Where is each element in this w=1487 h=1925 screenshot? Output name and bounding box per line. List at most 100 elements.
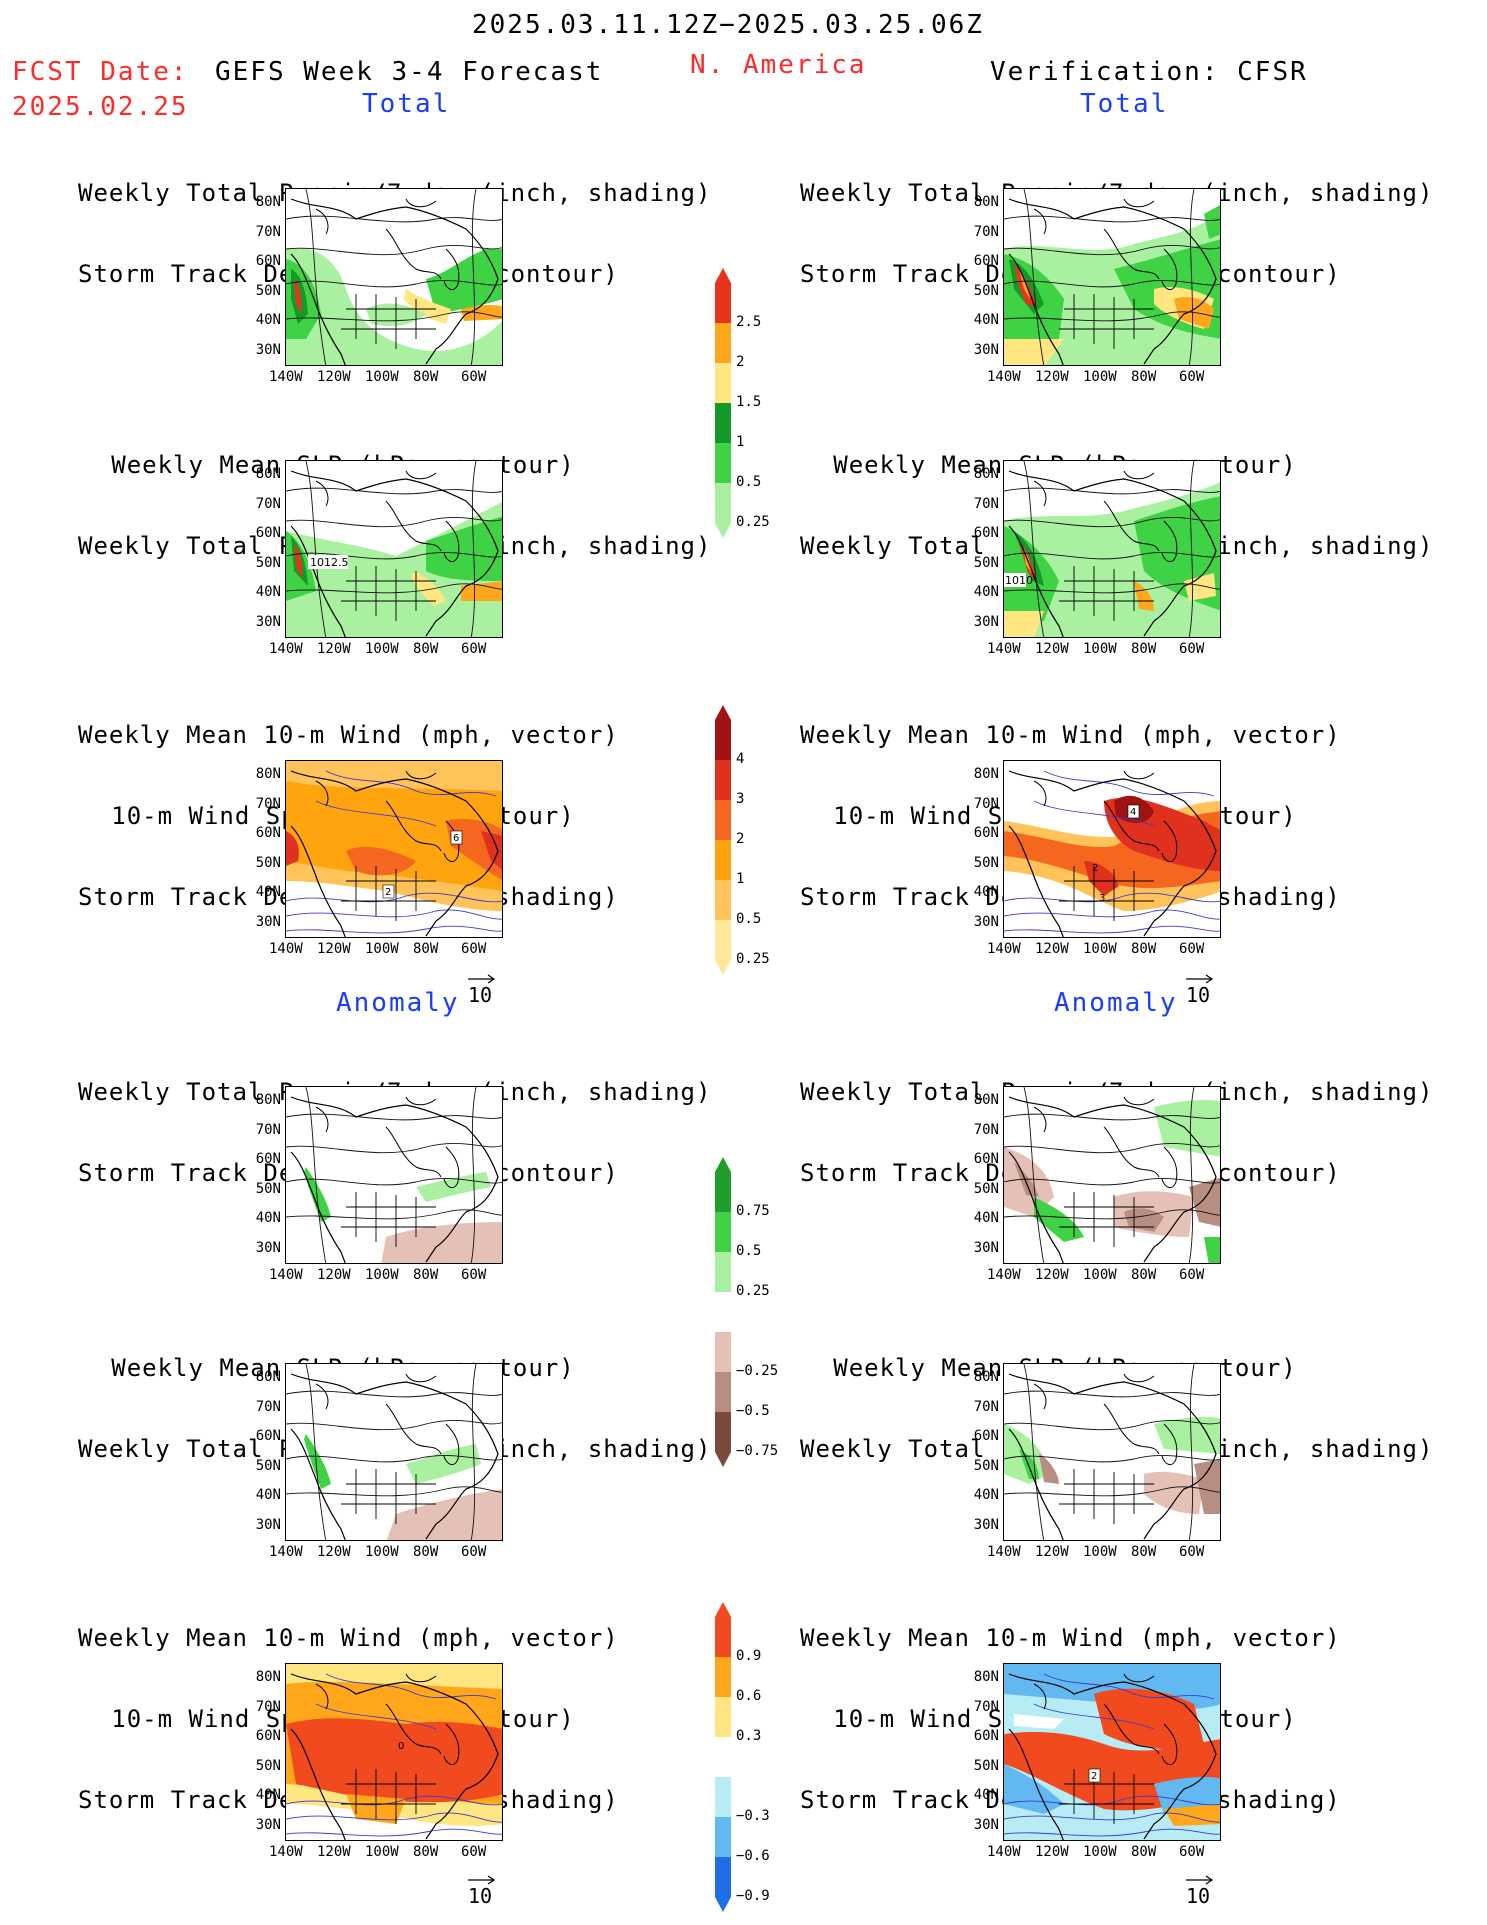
wind-label: 0 (398, 1741, 404, 1752)
lon-tick-label: 60W (461, 369, 487, 385)
lon-tick-label: 140W (987, 1844, 1021, 1860)
lon-tick-label: 60W (461, 1544, 487, 1560)
map-wind-storm-observed: 4 2 3 (1003, 760, 1221, 938)
colorbar-label: 0.5 (736, 911, 762, 927)
colorbar-segment (715, 760, 731, 800)
lon-tick-label: 140W (269, 1844, 303, 1860)
map-slp-anom-observed (1003, 1363, 1221, 1541)
lat-tick-label: 50N (255, 282, 281, 299)
storm-label: 2 (1092, 863, 1098, 874)
lon-tick-label: 120W (1035, 941, 1069, 957)
region-title: N. America (690, 50, 867, 80)
lat-tick-label: 70N (973, 495, 999, 512)
colorbar-segment (715, 1252, 731, 1292)
lat-tick-label: 50N (973, 554, 999, 571)
verification-title: Verification: CFSR (990, 57, 1308, 87)
lon-tick-label: 120W (1035, 369, 1069, 385)
title-line: Weekly Mean 10-m Wind (mph, vector) (78, 721, 619, 749)
lon-tick-label: 100W (365, 1267, 399, 1283)
lon-tick-label: 80W (413, 641, 439, 657)
lat-tick-label: 40N (255, 1487, 281, 1503)
colorbar-label: 2 (736, 354, 745, 370)
lon-tick-label: 60W (461, 1844, 487, 1860)
lon-tick-label: 60W (1179, 1267, 1205, 1283)
lon-tick-label: 100W (1083, 1544, 1117, 1560)
lat-tick-label: 70N (255, 495, 281, 512)
vector-scale-br: 10 (1186, 1866, 1216, 1908)
colorbar-segment (715, 1697, 731, 1737)
colorbar-segment (715, 323, 731, 363)
colorbar-segment (715, 1857, 731, 1897)
title-line: Weekly Mean SLP (hPa, contour) (111, 1354, 575, 1382)
colorbar-label: 1 (736, 871, 745, 887)
lat-tick-label: 70N (973, 1121, 999, 1138)
lon-tick-label: 120W (317, 369, 351, 385)
colorbar-label: −0.5 (736, 1403, 770, 1419)
lon-tick-label: 120W (1035, 1267, 1069, 1283)
colorbar-label: −0.3 (736, 1808, 770, 1824)
colorbar-label: 1 (736, 434, 745, 450)
map-wind-anom-forecast: 0 (285, 1663, 503, 1841)
lat-tick-label: 40N (255, 312, 281, 328)
lon-tick-label: 60W (1179, 941, 1205, 957)
lat-tick-label: 70N (255, 1698, 281, 1715)
colorbar-segment (715, 880, 731, 920)
colorbar-label: 0.75 (736, 1203, 770, 1219)
lat-tick-label: 50N (973, 1457, 999, 1474)
lat-tick-label: 30N (255, 341, 281, 358)
fcst-date-label: FCST Date: (12, 57, 189, 87)
lat-tick-label: 30N (255, 1816, 281, 1833)
wind-label: 2 (1091, 1771, 1097, 1782)
colorbar-storm-anomaly (715, 1602, 731, 1912)
colorbar-cap (715, 1602, 731, 1617)
lat-tick-label: 60N (255, 253, 281, 269)
colorbar-segment (715, 1372, 731, 1412)
lat-tick-label: 70N (255, 1121, 281, 1138)
lon-tick-label: 140W (987, 1267, 1021, 1283)
lat-tick-label: 40N (973, 312, 999, 328)
lat-tick-label: 70N (973, 223, 999, 240)
lon-tick-label: 120W (317, 1844, 351, 1860)
map-slp-precip-forecast: 1012.5 (285, 460, 503, 638)
map-precip-storm-observed (1003, 188, 1221, 366)
lon-tick-label: 80W (1131, 1267, 1157, 1283)
colorbar-segment (715, 1657, 731, 1697)
lon-tick-label: 100W (365, 1844, 399, 1860)
colorbar-cap (715, 268, 731, 283)
lon-tick-label: 60W (1179, 641, 1205, 657)
lat-tick-label: 60N (255, 1728, 281, 1744)
lon-tick-label: 140W (987, 941, 1021, 957)
lat-tick-label: 80N (973, 466, 999, 482)
colorbar-segment (715, 1817, 731, 1857)
lon-tick-label: 80W (413, 369, 439, 385)
lon-tick-label: 60W (1179, 1844, 1205, 1860)
colorbar-segment (715, 720, 731, 760)
lat-tick-label: 80N (973, 194, 999, 210)
lat-tick-label: 30N (973, 341, 999, 358)
storm-label: 4 (1130, 807, 1136, 818)
date-range-title: 2025.03.11.12Z−2025.03.25.06Z (472, 10, 984, 40)
lon-tick-label: 120W (1035, 641, 1069, 657)
colorbar-cap (715, 960, 731, 975)
lat-tick-label: 30N (973, 1816, 999, 1833)
lat-tick-label: 30N (255, 1239, 281, 1256)
colorbar-segment (715, 920, 731, 960)
lat-tick-label: 50N (255, 554, 281, 571)
colorbar-label: 3 (736, 791, 745, 807)
slp-contour-label: 1010 (1005, 574, 1033, 587)
arrow-right-icon (468, 1875, 496, 1885)
lon-tick-label: 140W (269, 941, 303, 957)
lon-tick-label: 140W (987, 641, 1021, 657)
lon-tick-label: 120W (317, 641, 351, 657)
colorbar-label: 0.9 (736, 1648, 762, 1664)
vector-scale-value: 10 (468, 1884, 493, 1908)
lat-tick-label: 60N (973, 825, 999, 841)
lon-tick-label: 100W (1083, 1267, 1117, 1283)
lon-tick-label: 120W (317, 1267, 351, 1283)
lat-tick-label: 30N (973, 1239, 999, 1256)
lat-tick-label: 50N (255, 854, 281, 871)
lon-tick-label: 80W (1131, 1844, 1157, 1860)
lat-tick-label: 30N (255, 1516, 281, 1533)
vector-scale-bl: 10 (468, 1866, 498, 1908)
lat-tick-label: 80N (973, 1669, 999, 1685)
